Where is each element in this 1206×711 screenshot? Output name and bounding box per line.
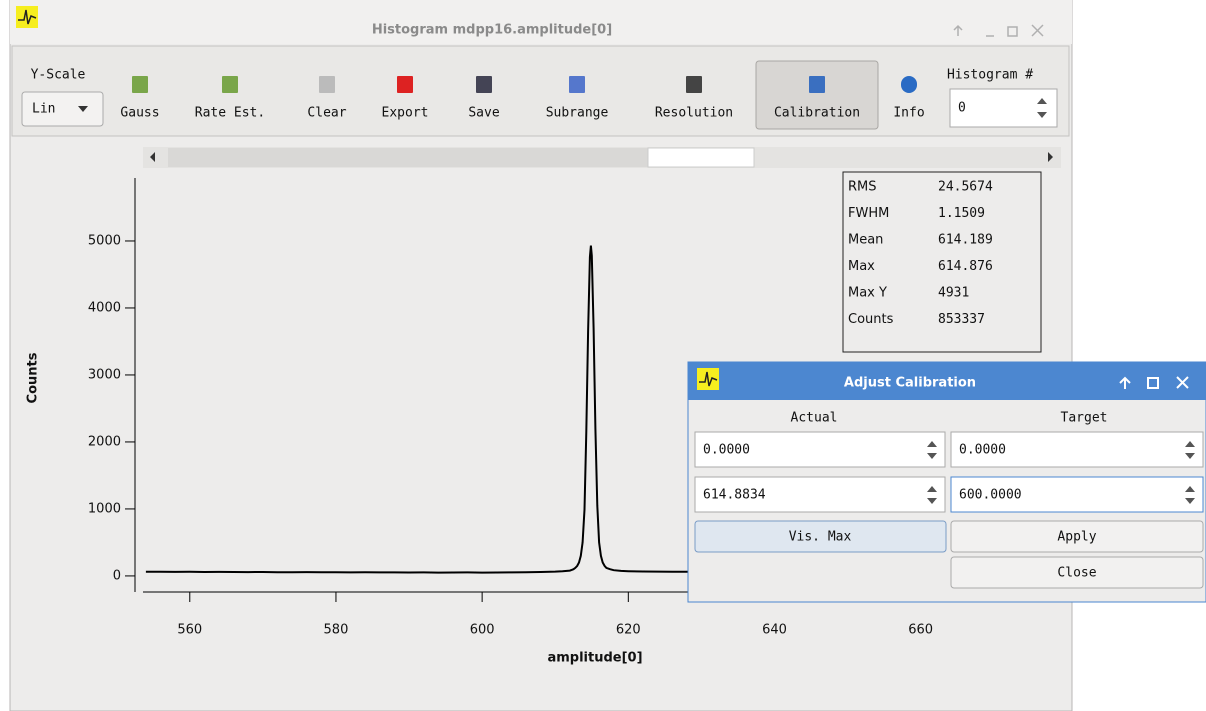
x-tick-label: 600 — [470, 623, 495, 638]
apply-text: Apply — [1057, 530, 1096, 545]
x-axis-title: amplitude[0] — [547, 651, 642, 666]
actual-value: 0.0000 — [703, 443, 750, 458]
tool-label: Resolution — [655, 106, 733, 121]
app-icon-glyph — [18, 9, 37, 25]
combo-arrow — [78, 106, 88, 112]
toolbar-buttons: Gauss Rate Est. Clear Export Save Subrange Res… — [120, 76, 925, 121]
y-tick-label: 3000 — [88, 367, 121, 382]
dialog-title-bar — [688, 362, 1206, 400]
window-controls — [953, 24, 1044, 37]
close-text: Close — [1057, 566, 1096, 581]
close-button[interactable] — [1031, 24, 1044, 37]
dialog-title: Adjust Calibration — [844, 376, 976, 391]
x-tick-label: 580 — [324, 623, 349, 638]
target-value: 0.0000 — [959, 443, 1006, 458]
y-tick-label: 5000 — [88, 233, 121, 248]
stat-name: RMS — [848, 180, 877, 195]
stats-box — [842, 171, 1042, 353]
stat-value: 1.1509 — [938, 206, 985, 221]
target-input[interactable] — [950, 431, 1204, 468]
title-bar — [10, 0, 1072, 44]
spin-arrows — [927, 486, 937, 504]
maximize-button[interactable] — [1007, 26, 1018, 37]
stat-name: Mean — [848, 233, 883, 248]
y-tick-label: 4000 — [88, 300, 121, 315]
calibration-pressed — [755, 60, 879, 130]
actual-label: Actual — [791, 411, 838, 426]
y-scale-combo[interactable] — [21, 91, 104, 127]
actual-input[interactable] — [694, 431, 946, 468]
tool-label: Calibration — [774, 106, 860, 121]
x-tick-label: 640 — [762, 623, 787, 638]
stat-value: 614.876 — [938, 259, 993, 274]
target-label: Target — [1061, 411, 1108, 426]
dialog-keep-above[interactable] — [1119, 376, 1131, 389]
close-button[interactable] — [950, 556, 1204, 589]
scroll-track — [168, 148, 648, 167]
vis-max-button[interactable] — [694, 520, 947, 553]
stat-value: 24.5674 — [938, 180, 993, 195]
tool-icon — [809, 76, 825, 93]
y-tick-label: 2000 — [88, 434, 121, 449]
stat-name: FWHM — [848, 206, 889, 221]
vis-max-text: Vis. Max — [789, 530, 852, 545]
histogram-spinbox[interactable] — [949, 88, 1058, 128]
tool-label: Save — [468, 106, 499, 121]
tool-icon — [901, 76, 917, 93]
calibration-dialog: Adjust Calibration Actual Target 0.0000 6… — [687, 361, 1206, 603]
actual-value: 614.8834 — [703, 488, 766, 503]
actual-input[interactable] — [694, 476, 946, 513]
spin-arrows — [1185, 441, 1195, 459]
stat-name: Max Y — [848, 286, 887, 301]
y-axis-title: Counts — [26, 352, 41, 403]
histogram-value: 0 — [958, 101, 966, 116]
tool-icon — [132, 76, 148, 93]
tool-label: Subrange — [546, 106, 609, 121]
stat-name: Max — [848, 259, 875, 274]
x-tick-label: 560 — [177, 623, 202, 638]
window-title: Histogram mdpp16.amplitude[0] — [372, 23, 612, 38]
y-scale-value: Lin — [32, 102, 55, 117]
plot: 0 1000 2000 3000 4000 5000 560 580 600 620 640 660 a… — [26, 178, 1042, 666]
histogram-label: Histogram # — [947, 68, 1033, 83]
tool-label: Clear — [307, 106, 346, 121]
x-tick-label: 620 — [616, 623, 641, 638]
stat-value: 4931 — [938, 286, 969, 301]
spin-arrows — [927, 441, 937, 459]
tool-icon — [319, 76, 335, 93]
stat-value: 853337 — [938, 312, 985, 327]
tool-icon — [397, 76, 413, 93]
y-tick-label: 1000 — [88, 501, 121, 516]
target-value: 600.0000 — [959, 488, 1022, 503]
scroll-thumb[interactable] — [647, 147, 755, 168]
tool-label: Rate Est. — [195, 106, 265, 121]
stat-name: Counts — [848, 312, 894, 327]
tool-icon — [686, 76, 702, 93]
tool-icon — [569, 76, 585, 93]
spin-arrows — [1037, 98, 1047, 118]
inputs: 0.0000 614.8834 0.0000 600.0000 — [694, 431, 1204, 513]
tool-label: Export — [382, 106, 429, 121]
dialog-maximize[interactable] — [1147, 377, 1159, 389]
toolbar — [11, 45, 1070, 137]
keep-above-button[interactable] — [953, 24, 963, 36]
spin-arrows — [1185, 486, 1195, 504]
tool-label: Gauss — [120, 106, 159, 121]
y-scale-label: Y-Scale — [31, 68, 86, 83]
y-tick-label: 0 — [113, 568, 121, 583]
apply-button[interactable] — [950, 520, 1204, 553]
dialog-controls — [1119, 376, 1189, 389]
target-input[interactable] — [950, 476, 1204, 513]
stats: RMS 24.5674 FWHM 1.1509 Mean 614.189 Max 614.87… — [848, 180, 993, 328]
stat-value: 614.189 — [938, 233, 993, 248]
x-tick-label: 660 — [908, 623, 933, 638]
dialog-icon-glyph — [699, 371, 718, 387]
tool-label: Info — [893, 106, 924, 121]
histogram-line — [145, 245, 702, 574]
dialog-close-x[interactable] — [1176, 376, 1189, 389]
tool-icon — [222, 76, 238, 93]
tool-icon — [476, 76, 492, 93]
